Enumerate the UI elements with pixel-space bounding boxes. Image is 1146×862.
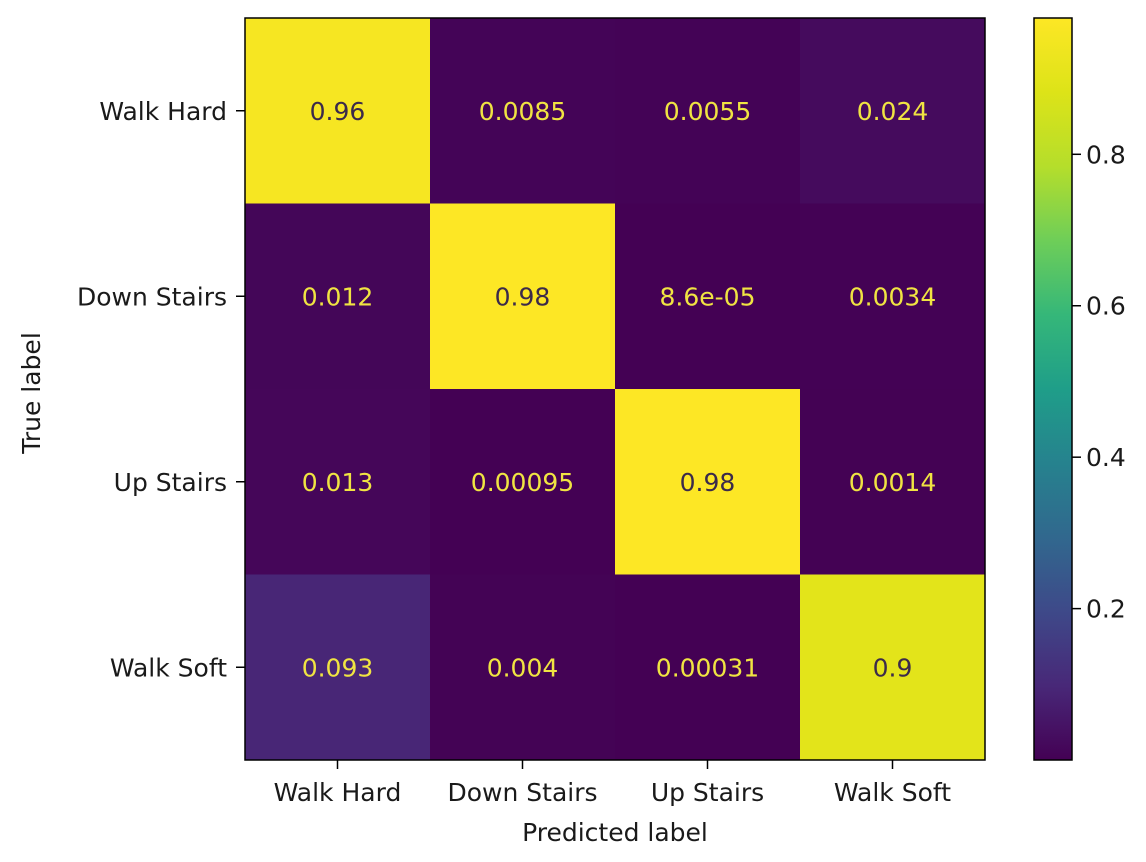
y-axis-title: True label xyxy=(17,332,46,455)
cell-value-label: 0.0055 xyxy=(664,97,751,126)
cell-value-label: 0.012 xyxy=(302,282,374,311)
x-axis: Walk Hard Down Stairs Up Stairs Walk Soft xyxy=(274,760,951,807)
cell-value-label: 0.093 xyxy=(302,653,374,682)
y-tick-label: Up Stairs xyxy=(114,468,227,497)
cell-value-label: 0.98 xyxy=(680,468,736,497)
x-axis-title: Predicted label xyxy=(522,818,708,847)
heatmap-cell xyxy=(430,18,616,204)
y-axis: Walk Hard Down Stairs Up Stairs Walk Soft xyxy=(77,97,245,682)
colorbar-gradient xyxy=(1034,18,1072,760)
cell-value-label: 0.9 xyxy=(873,653,913,682)
heatmap-cell xyxy=(245,18,431,204)
cell-value-label: 0.004 xyxy=(487,653,559,682)
colorbar-tick-label: 0.8 xyxy=(1086,140,1126,169)
heatmap-cell xyxy=(800,574,986,761)
heatmap-cell xyxy=(615,203,801,390)
x-tick-label: Walk Hard xyxy=(274,778,402,807)
heatmap-cell xyxy=(615,574,801,761)
cell-value-label: 0.0085 xyxy=(479,97,566,126)
heatmap-cell xyxy=(245,203,431,390)
cell-value-label: 0.024 xyxy=(857,97,929,126)
colorbar-ticks: 0.2 0.4 0.6 0.8 xyxy=(1072,140,1126,624)
heatmap-cell xyxy=(430,389,616,575)
colorbar-tick-label: 0.6 xyxy=(1086,292,1126,321)
heatmap-cell xyxy=(245,389,431,575)
colorbar-frame xyxy=(1033,17,1073,761)
cell-value-label: 8.6e-05 xyxy=(660,282,756,311)
heatmap-cell xyxy=(615,18,801,204)
cell-value-label: 0.0014 xyxy=(849,468,936,497)
heatmap-cell xyxy=(800,18,986,204)
heatmap-cells xyxy=(245,18,986,761)
heatmap-cell xyxy=(615,389,801,575)
heatmap-cell xyxy=(245,574,431,761)
cell-value-label: 0.98 xyxy=(495,282,551,311)
y-tick-label: Down Stairs xyxy=(77,282,227,311)
heatmap-cell xyxy=(430,574,616,761)
y-tick-label: Walk Soft xyxy=(110,653,227,682)
cell-value-label: 0.96 xyxy=(310,97,366,126)
cell-value-labels: 0.96 0.0085 0.0055 0.024 0.012 0.98 8.6e-05 0.0… xyxy=(302,97,937,683)
heatmap-cell xyxy=(800,203,986,390)
x-tick-label: Walk Soft xyxy=(834,778,951,807)
x-tick-label: Down Stairs xyxy=(447,778,597,807)
cell-value-label: 0.00031 xyxy=(656,653,759,682)
cell-value-label: 0.00095 xyxy=(471,468,574,497)
x-tick-label: Up Stairs xyxy=(651,778,764,807)
y-tick-label: Walk Hard xyxy=(99,97,227,126)
colorbar-tick-label: 0.2 xyxy=(1086,595,1126,624)
heatmap-frame xyxy=(244,17,986,761)
heatmap-cell xyxy=(800,389,986,575)
cell-value-label: 0.013 xyxy=(302,468,374,497)
colorbar-tick-label: 0.4 xyxy=(1086,443,1126,472)
heatmap-cell xyxy=(430,203,616,390)
cell-value-label: 0.0034 xyxy=(849,282,936,311)
